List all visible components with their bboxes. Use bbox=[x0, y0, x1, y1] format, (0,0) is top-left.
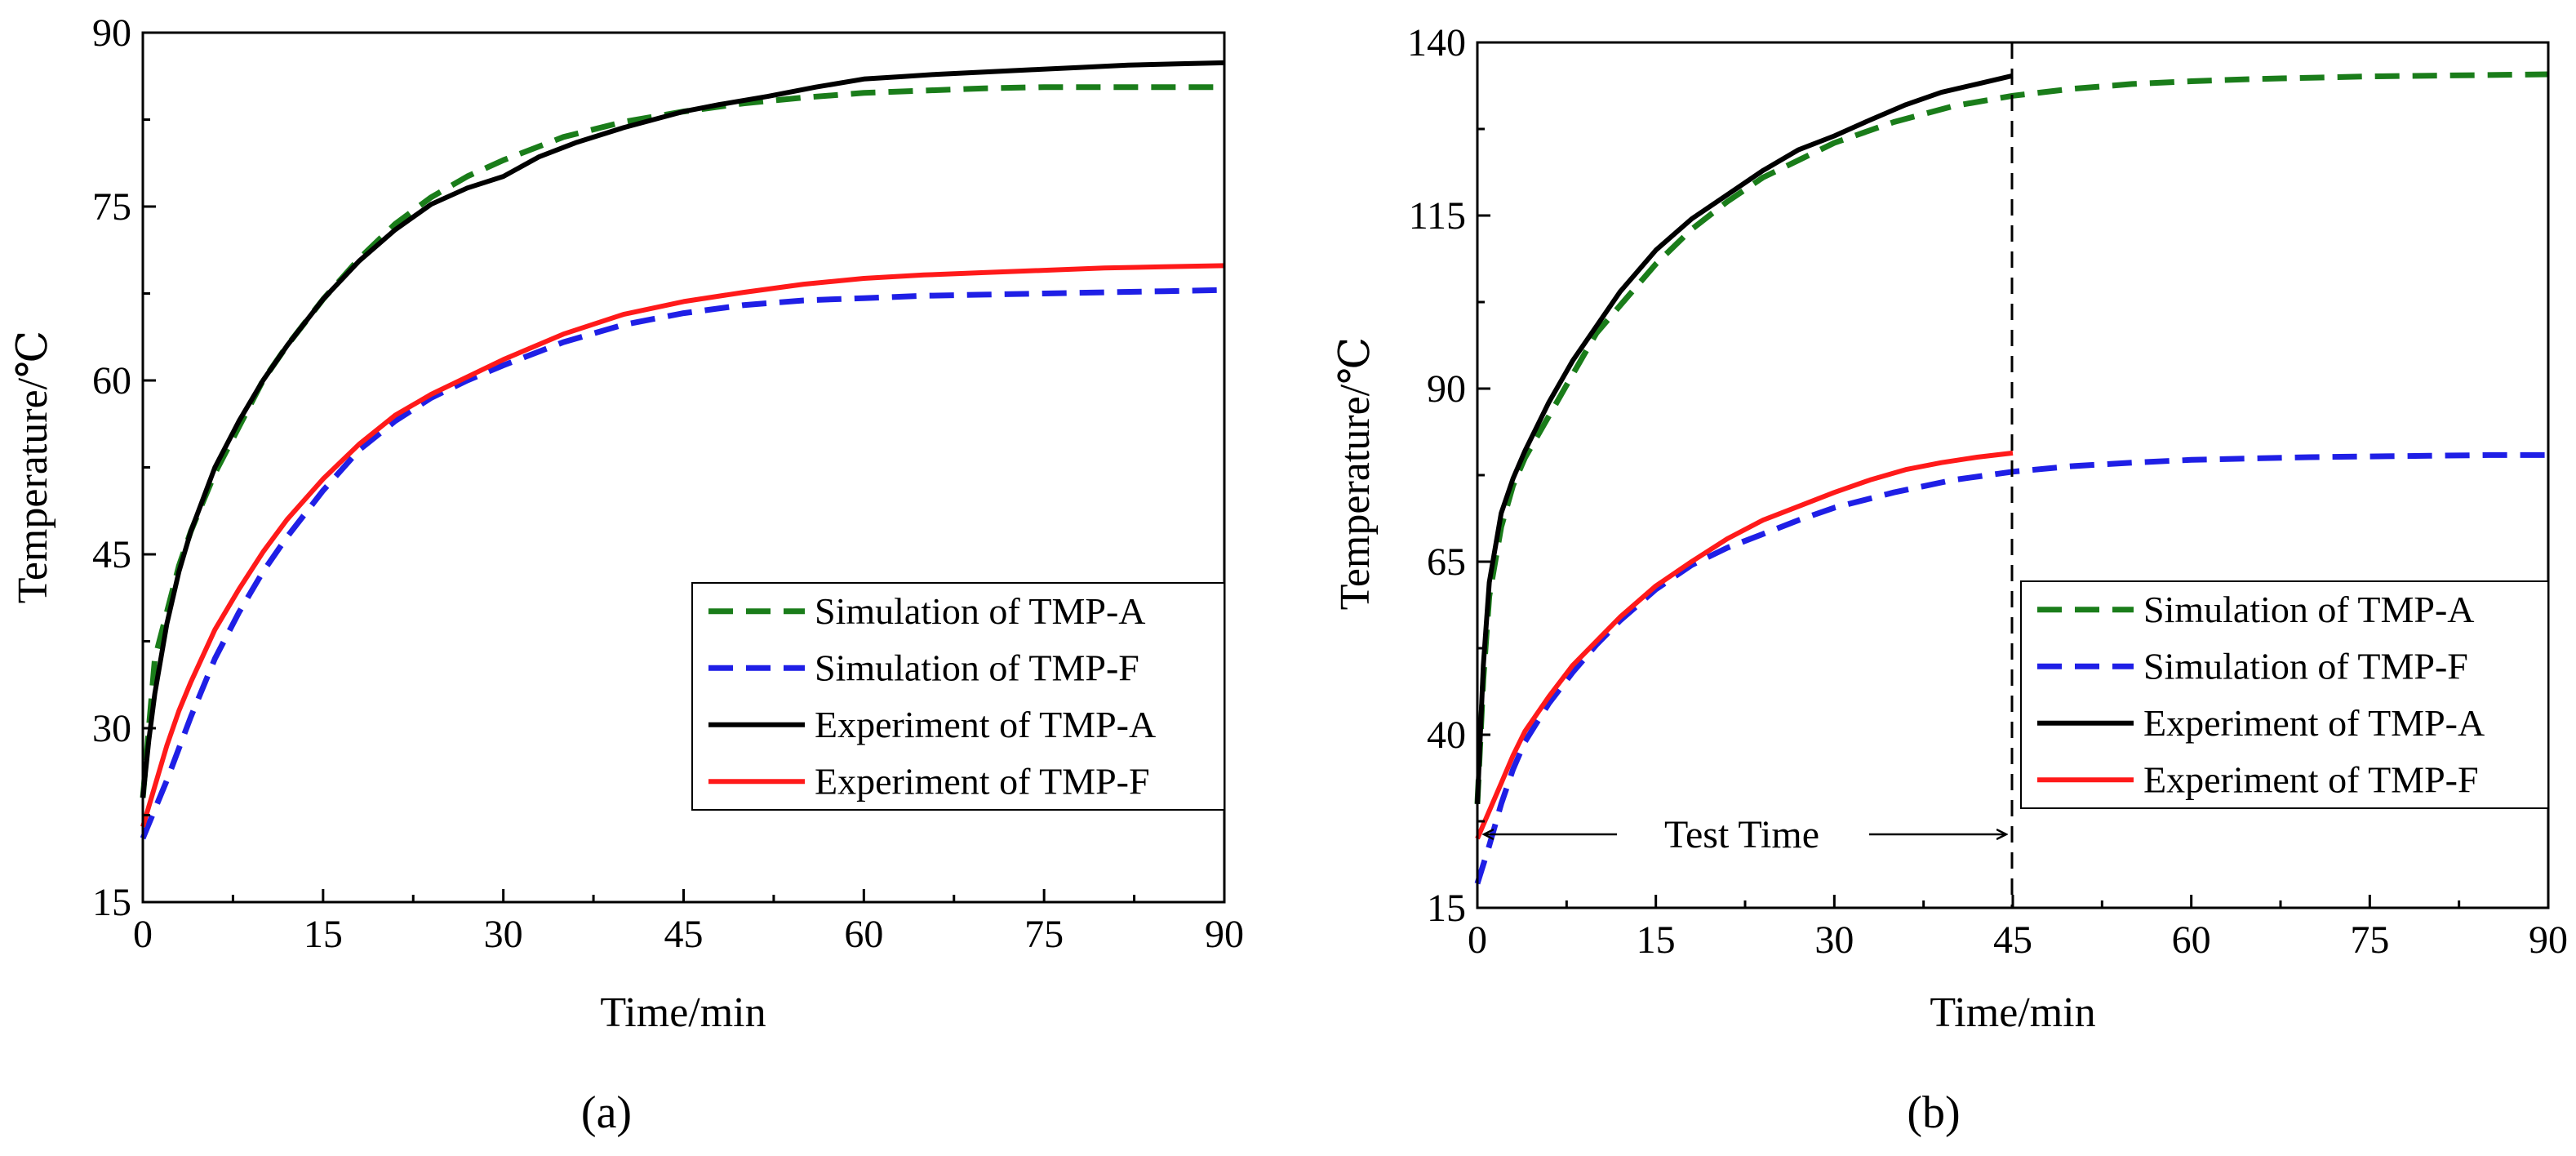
y-tick-label-b: 15 bbox=[1427, 887, 1466, 930]
y-tick-label-a: 45 bbox=[92, 533, 131, 576]
y-tick-label-b: 115 bbox=[1409, 194, 1466, 238]
y-tick-label-b: 40 bbox=[1427, 714, 1466, 757]
series-line-experiment-of-tmp-a-b bbox=[1475, 73, 2014, 804]
series-line-simulation-of-tmp-a-b bbox=[1474, 71, 2549, 804]
x-tick-label-a: 75 bbox=[1024, 913, 1064, 956]
y-tick-label-b: 90 bbox=[1427, 367, 1466, 411]
legend-b: Simulation of TMP-A Simulation of TMP-F Ex… bbox=[2020, 580, 2549, 809]
legend-label-b: Simulation of TMP-F bbox=[2143, 645, 2468, 687]
x-tick-label-b: 45 bbox=[1993, 918, 2032, 962]
x-tick-label-a: 90 bbox=[1205, 913, 1244, 956]
y-tick-label-b: 65 bbox=[1427, 540, 1466, 584]
x-tick-label-a: 0 bbox=[133, 913, 153, 956]
panel-label-b: (b) bbox=[1907, 1087, 1960, 1138]
x-axis-title-a: Time/min bbox=[600, 989, 766, 1036]
legend-entries-b: Simulation of TMP-A Simulation of TMP-F Ex… bbox=[2037, 589, 2485, 800]
y-tick-label-a: 90 bbox=[92, 11, 131, 55]
panel-label-a: (a) bbox=[581, 1087, 632, 1138]
x-tick-label-b: 75 bbox=[2350, 918, 2389, 962]
series-line-experiment-of-tmp-f-a bbox=[140, 263, 1225, 828]
legend-label-a: Experiment of TMP-F bbox=[815, 760, 1150, 802]
y-tick-label-a: 15 bbox=[92, 881, 131, 924]
legend-label-a: Experiment of TMP-A bbox=[815, 704, 1156, 745]
y-axis-title-b: Temperature/℃ bbox=[1332, 337, 1379, 611]
legend-label-b: Simulation of TMP-A bbox=[2143, 589, 2475, 630]
plot-area-a bbox=[140, 60, 1225, 840]
legend-label-a: Simulation of TMP-A bbox=[815, 590, 1146, 632]
legend-entries-a: Simulation of TMP-A Simulation of TMP-F Ex… bbox=[708, 590, 1156, 802]
x-tick-label-a: 45 bbox=[664, 913, 704, 956]
y-tick-label-a: 30 bbox=[92, 707, 131, 750]
series-line-simulation-of-tmp-f-b bbox=[1474, 451, 2548, 885]
series-line-experiment-of-tmp-f-b bbox=[1475, 450, 2014, 840]
x-tick-label-b: 90 bbox=[2529, 918, 2568, 962]
x-tick-label-a: 60 bbox=[844, 913, 883, 956]
x-axis-title-b: Time/min bbox=[1930, 989, 2095, 1036]
x-tick-label-b: 15 bbox=[1637, 918, 1676, 962]
series-line-experiment-of-tmp-a-a bbox=[140, 60, 1225, 798]
legend-box-b bbox=[2020, 580, 2549, 809]
x-tick-label-b: 60 bbox=[2172, 918, 2211, 962]
x-tick-label-b: 0 bbox=[1468, 918, 1487, 962]
x-tick-label-a: 15 bbox=[304, 913, 343, 956]
plot-area-b bbox=[1474, 71, 2549, 885]
test-time-annotation: Test Time bbox=[1484, 813, 2006, 856]
test-time-label: Test Time bbox=[1664, 813, 1819, 856]
legend-label-a: Simulation of TMP-F bbox=[815, 647, 1139, 688]
legend-label-b: Experiment of TMP-F bbox=[2143, 758, 2479, 800]
x-tick-label-a: 30 bbox=[484, 913, 523, 956]
y-tick-label-a: 60 bbox=[92, 359, 131, 402]
x-tick-label-b: 30 bbox=[1814, 918, 1854, 962]
legend-a: Simulation of TMP-A Simulation of TMP-F Ex… bbox=[691, 582, 1225, 811]
series-line-simulation-of-tmp-a-a bbox=[140, 84, 1224, 798]
y-tick-label-a: 75 bbox=[92, 185, 131, 229]
series-line-simulation-of-tmp-f-a bbox=[140, 287, 1225, 840]
legend-label-b: Experiment of TMP-A bbox=[2143, 702, 2485, 744]
y-axis-title-a: Temperature/℃ bbox=[10, 331, 56, 604]
y-tick-label-b: 140 bbox=[1407, 21, 1466, 64]
legend-box-a bbox=[691, 582, 1225, 811]
